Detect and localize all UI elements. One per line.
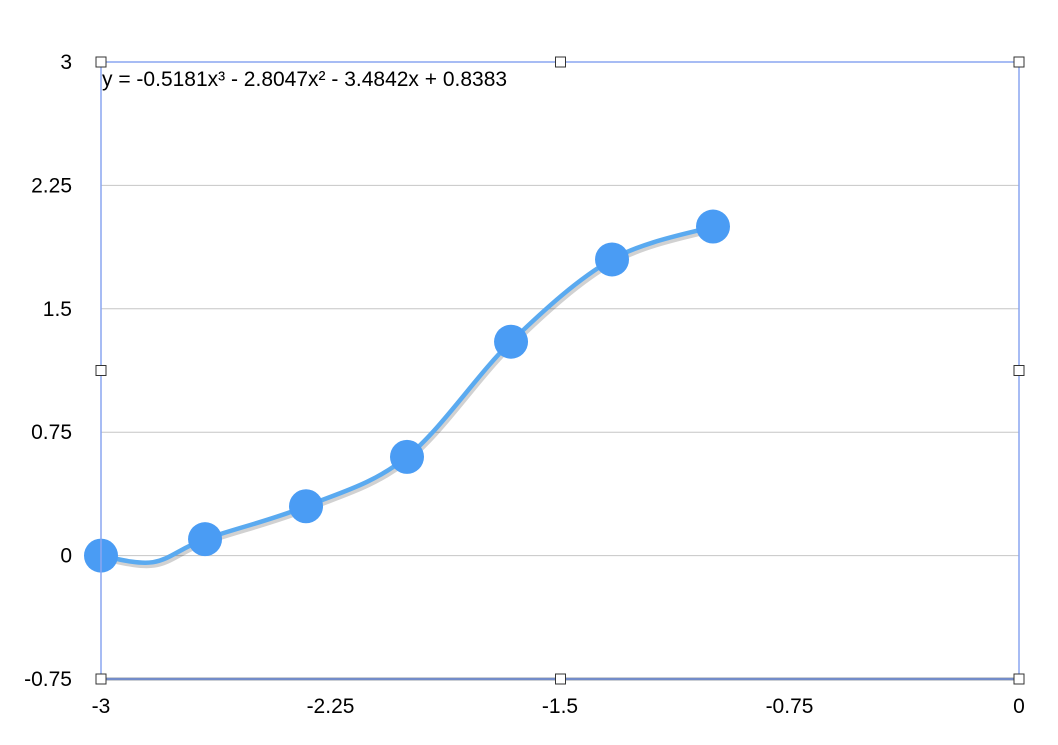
resize-handle-3[interactable] — [95, 365, 107, 376]
data-point-1 — [188, 522, 223, 557]
data-point-5 — [595, 242, 630, 277]
selection-frame[interactable] — [95, 56, 1025, 685]
x-tick-label: -0.75 — [766, 695, 814, 718]
resize-handle-0[interactable] — [95, 56, 107, 68]
selection-border[interactable] — [100, 61, 1020, 680]
trendline — [98, 224, 716, 565]
x-tick-label: 0 — [1013, 695, 1025, 718]
y-tick-label: -0.75 — [24, 668, 72, 691]
tick-labels: -0.75 0 0.75 1.5 2.25 3 -3 -2.25 -1.5 -0.75 0 — [24, 51, 1025, 718]
resize-handle-5[interactable] — [95, 673, 107, 685]
data-point-2 — [289, 489, 324, 524]
data-points — [84, 209, 730, 573]
x-tick-label: -2.25 — [307, 695, 355, 718]
x-tick-label: -3 — [92, 695, 111, 718]
resize-handle-2[interactable] — [1013, 56, 1025, 68]
gridlines — [101, 61, 1019, 557]
data-point-3 — [390, 439, 424, 474]
y-tick-label: 0 — [60, 545, 72, 568]
trendline-equation: y = -0.5181x³ - 2.8047x² - 3.4842x + 0.8… — [102, 68, 507, 91]
y-tick-label: 2.25 — [31, 174, 72, 197]
trendline-shadow — [100, 227, 717, 569]
resize-handle-1[interactable] — [555, 56, 566, 68]
data-point-4 — [494, 324, 529, 359]
y-tick-label: 0.75 — [31, 421, 72, 444]
data-point-6 — [696, 209, 730, 244]
y-tick-label: 3 — [60, 51, 72, 74]
resize-handle-7[interactable] — [1013, 673, 1025, 685]
resize-handle-4[interactable] — [1013, 365, 1025, 376]
x-tick-label: -1.5 — [542, 695, 578, 718]
y-tick-label: 1.5 — [43, 298, 72, 321]
resize-handle-6[interactable] — [555, 673, 566, 685]
trendline-group — [98, 224, 717, 569]
